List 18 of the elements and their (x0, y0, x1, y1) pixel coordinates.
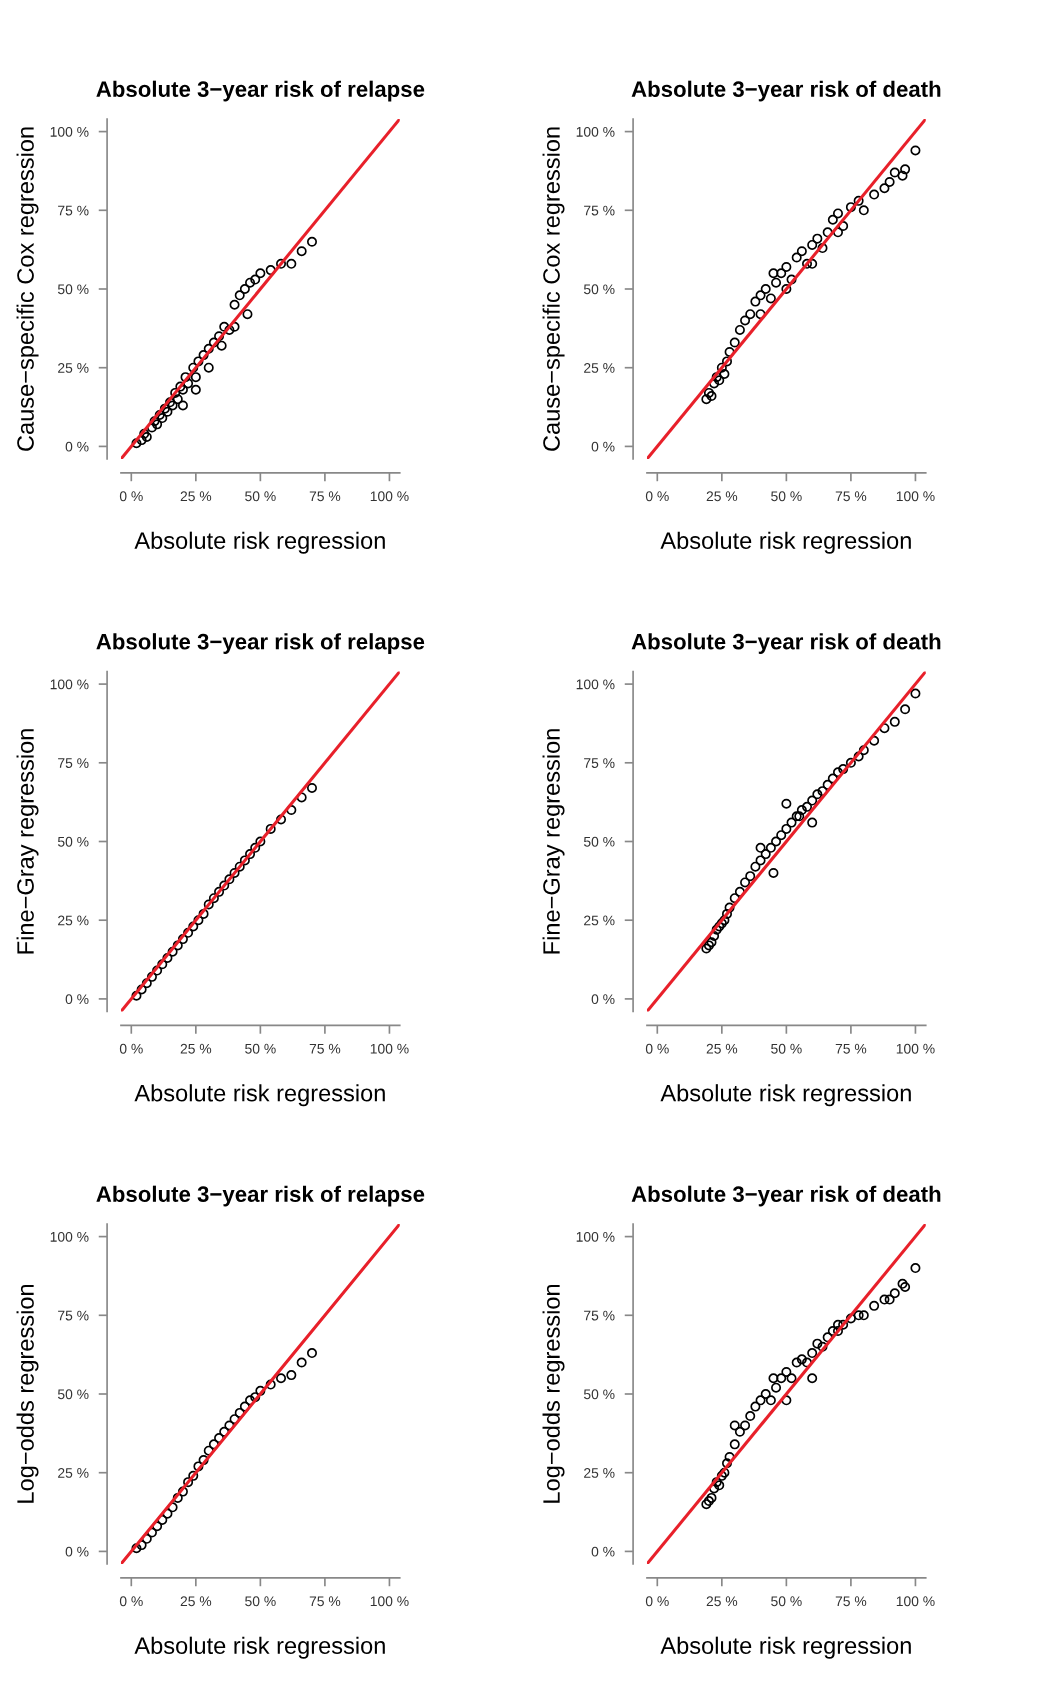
y-axis-title: Cause−specific Cox regression (542, 127, 565, 451)
x-axis-title: Absolute risk regression (660, 531, 911, 554)
chart-title: Absolute 3−year risk of relapse (96, 1185, 425, 1207)
x-axis-title: Absolute risk regression (660, 1084, 911, 1107)
chart-title: Absolute 3−year risk of death (631, 633, 941, 654)
chart-title: Absolute 3−year risk of relapse (96, 80, 425, 102)
chart-title: Absolute 3−year risk of death (631, 1185, 941, 1207)
y-axis-title: Fine−Gray regression (16, 729, 39, 954)
x-axis-title: Absolute risk regression (134, 531, 385, 554)
x-axis-title: Absolute risk regression (660, 1636, 911, 1659)
y-axis-title: Log−odds regression (542, 1284, 565, 1503)
y-axis-title: Log−odds regression (16, 1284, 39, 1503)
x-axis-title: Absolute risk regression (134, 1636, 385, 1659)
y-axis-title: Cause−specific Cox regression (16, 127, 39, 451)
chart-title: Absolute 3−year risk of death (631, 80, 941, 102)
y-axis-title: Fine−Gray regression (542, 729, 565, 954)
chart-title: Absolute 3−year risk of relapse (96, 633, 425, 654)
x-axis-title: Absolute risk regression (134, 1084, 385, 1107)
